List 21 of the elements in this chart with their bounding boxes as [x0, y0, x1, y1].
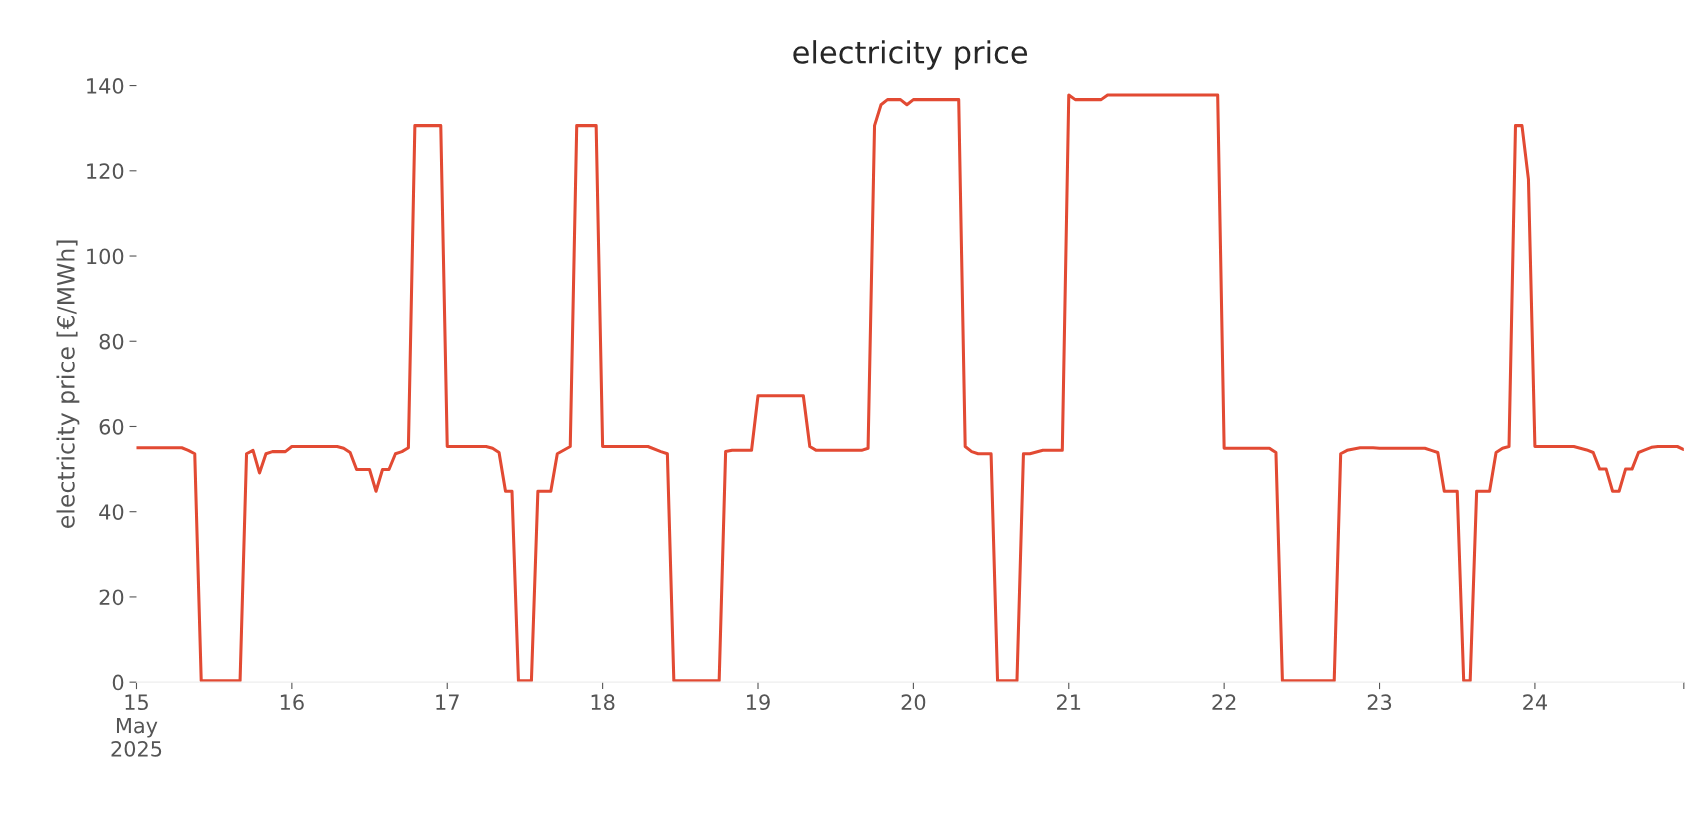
line-series — [136, 93, 1684, 683]
x-tick-label: 23 — [1367, 694, 1392, 711]
y-tick-label: 100 — [87, 248, 124, 265]
y-tick-label: 140 — [87, 78, 124, 94]
x-tick-label: 17 — [436, 694, 459, 710]
y-tick-label: 80 — [99, 333, 124, 350]
x-tick-label: 18 — [591, 694, 615, 711]
x-tick-label: 22 — [1212, 694, 1236, 710]
x-tick-label: 15 May 2025 — [111, 694, 162, 757]
y-tick-label: 60 — [99, 418, 124, 435]
y-tick-label: 40 — [99, 504, 124, 520]
chart-title: electricity price — [793, 40, 1028, 70]
x-tick-label: 21 — [1057, 694, 1081, 710]
x-tick-label: 20 — [901, 694, 926, 711]
y-tick-label: 20 — [99, 589, 124, 606]
y-tick-label: 120 — [87, 163, 124, 180]
y-tick-label: 0 — [112, 674, 124, 691]
x-tick-label: 24 — [1523, 694, 1547, 710]
y-axis-title: electricity price [€/MWh] — [56, 240, 80, 528]
x-tick-label: 19 — [747, 694, 770, 711]
x-tick-label: 16 — [280, 694, 304, 711]
